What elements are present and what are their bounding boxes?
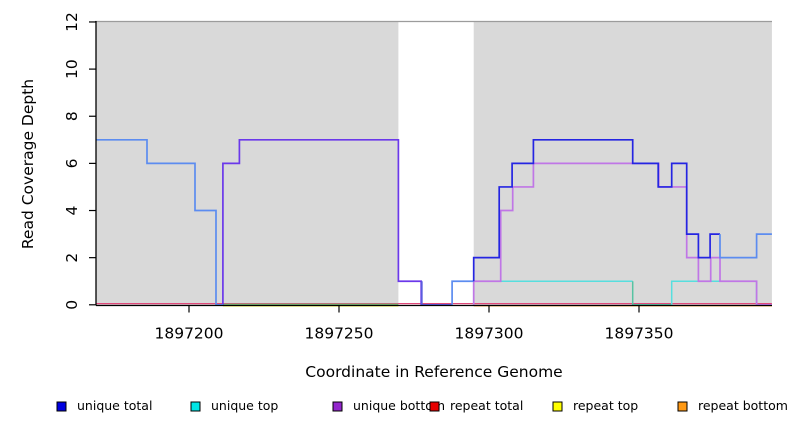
legend-swatch-repeat-total xyxy=(429,401,440,412)
legend-label-unique-total: unique total xyxy=(77,398,152,413)
series-line-unique_total-seg4 xyxy=(472,138,720,282)
y-tick-label: 12 xyxy=(63,12,81,32)
legend-label-repeat-bottom: repeat bottom xyxy=(698,398,788,413)
series-line-unique_total-seg5 xyxy=(719,233,772,259)
legend-label-unique-top: unique top xyxy=(211,398,278,413)
x-tick-label: 1897300 xyxy=(454,325,523,343)
legend-swatch-unique-total xyxy=(56,401,67,412)
y-tick-label: 2 xyxy=(63,253,81,263)
axes-layer: 1897200 1897250 1897300 1897350 0 2 4 6 8 10 12 xyxy=(63,12,772,343)
y-tick-label: 10 xyxy=(63,59,81,79)
legend-label-repeat-total: repeat total xyxy=(450,398,523,413)
legend-label-unique-bottom: unique bottom xyxy=(353,398,445,413)
x-axis-title: Coordinate in Reference Genome xyxy=(305,363,562,381)
y-tick-label: 4 xyxy=(63,206,81,216)
shaded-regions-layer xyxy=(95,20,772,306)
legend-swatch-repeat-bottom xyxy=(677,401,688,412)
legend-label-repeat-top: repeat top xyxy=(573,398,638,413)
y-tick-label: 0 xyxy=(63,300,81,310)
x-tick-label: 1897250 xyxy=(304,325,373,343)
series-line-unique_total-seg2 xyxy=(420,281,453,306)
series-line-unique_total-seg1 xyxy=(96,138,223,306)
legend-swatch-repeat-top xyxy=(552,401,563,412)
x-tick-label: 1897350 xyxy=(604,325,673,343)
legend-swatch-unique-bottom xyxy=(332,401,343,412)
shaded-region-1 xyxy=(96,21,399,306)
series-line-unique_top-seg3 xyxy=(631,281,672,306)
y-tick-label: 8 xyxy=(63,111,81,121)
legend: unique total unique top unique bottom repea… xyxy=(56,398,788,413)
y-axis-title: Read Coverage Depth xyxy=(19,79,37,249)
legend-swatch-unique-top xyxy=(190,401,201,412)
y-tick-label: 6 xyxy=(63,158,81,168)
series-line-unique_total-seg3 xyxy=(451,280,474,305)
x-tick-label: 1897200 xyxy=(154,325,223,343)
series-lines-layer xyxy=(96,138,772,307)
